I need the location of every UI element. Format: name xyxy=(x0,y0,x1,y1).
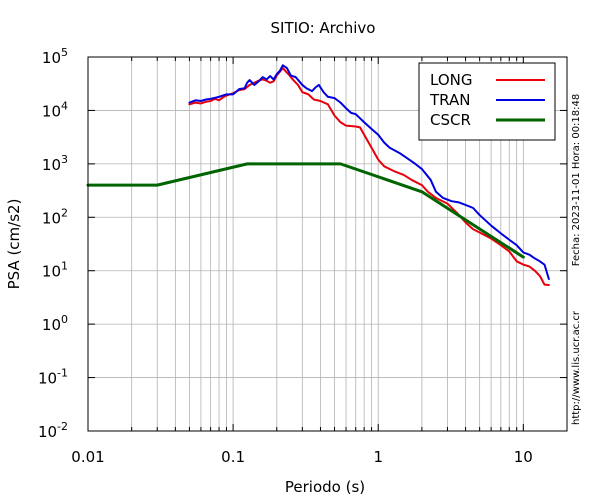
y-axis-title: PSA (cm/s2) xyxy=(5,199,23,290)
legend-label-long: LONG xyxy=(430,71,472,89)
x-tick-label: 1 xyxy=(373,448,383,466)
legend-label-tran: TRAN xyxy=(429,91,470,109)
y-tick-label: 103 xyxy=(42,153,68,174)
legend-label-cscr: CSCR xyxy=(430,111,471,129)
chart-title: SITIO: Archivo xyxy=(271,19,376,37)
x-tick-label: 0.01 xyxy=(71,448,104,466)
timestamp-text: Fecha: 2023-11-01 Hora: 00:18:48 xyxy=(571,94,582,267)
y-tick-label: 101 xyxy=(42,260,68,281)
x-axis-title: Periodo (s) xyxy=(285,478,365,496)
x-tick-label: 10 xyxy=(514,448,533,466)
series-line-cscr xyxy=(86,162,525,259)
tick-layer: 0.01 0.1 1 10 10-2 10-1 100 101 102 103 104 105 xyxy=(38,46,568,466)
x-tick-label: 0.1 xyxy=(221,448,245,466)
y-tick-label: 10-1 xyxy=(38,367,68,388)
url-text: http://www.lis.ucr.ac.cr xyxy=(571,310,582,425)
y-tick-label: 104 xyxy=(42,99,68,120)
chart-legend: LONG TRAN CSCR xyxy=(418,62,556,141)
plot-frame xyxy=(87,56,568,432)
y-tick-label: 102 xyxy=(42,206,68,227)
y-tick-label: 105 xyxy=(42,46,68,67)
legend-box xyxy=(418,62,556,141)
series-layer xyxy=(86,64,550,287)
series-line-tran xyxy=(188,64,550,280)
y-tick-label: 10-2 xyxy=(38,420,68,441)
y-tick-label: 100 xyxy=(42,313,68,334)
